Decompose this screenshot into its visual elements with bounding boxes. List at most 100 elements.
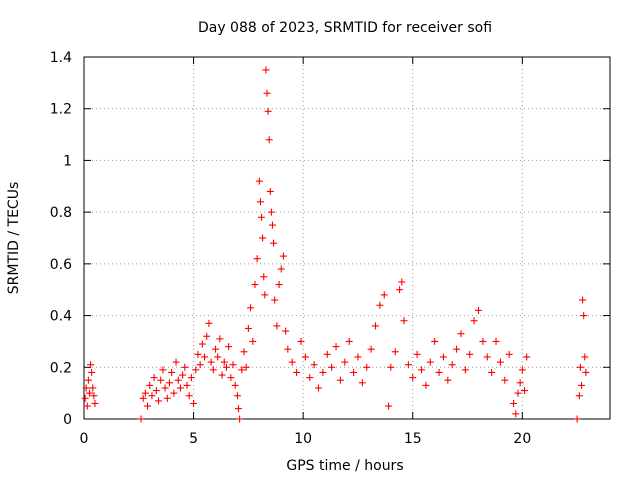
data-point xyxy=(582,368,590,376)
data-point xyxy=(265,136,273,144)
y-axis-title: SRMTID / TECUs xyxy=(6,182,22,295)
y-tick-label: 1.2 xyxy=(50,102,72,118)
chart-title: Day 088 of 2023, SRMTID for receiver sof… xyxy=(198,20,492,36)
data-point xyxy=(220,358,228,366)
data-point xyxy=(501,376,509,384)
data-point xyxy=(306,374,314,382)
data-point xyxy=(576,363,584,371)
data-point xyxy=(293,368,301,376)
data-point xyxy=(205,319,213,327)
data-points xyxy=(81,66,590,423)
data-point xyxy=(209,366,217,374)
data-point xyxy=(284,345,292,353)
plot-frame xyxy=(83,56,611,420)
data-point xyxy=(444,376,452,384)
y-tick-label: 0.2 xyxy=(50,360,72,376)
data-point xyxy=(258,213,266,221)
data-point xyxy=(319,368,327,376)
data-point xyxy=(264,107,272,115)
data-point xyxy=(301,353,309,361)
data-point xyxy=(387,363,395,371)
data-point xyxy=(256,198,264,206)
data-point xyxy=(512,410,520,418)
data-point xyxy=(380,291,388,299)
x-tick-label: 15 xyxy=(404,431,422,447)
data-point xyxy=(510,399,518,407)
data-point xyxy=(139,394,147,402)
data-point xyxy=(207,358,215,366)
data-point xyxy=(168,368,176,376)
data-point xyxy=(183,381,191,389)
data-point xyxy=(492,337,500,345)
data-point xyxy=(244,325,252,332)
data-point xyxy=(288,358,296,366)
data-point xyxy=(418,366,426,374)
data-point xyxy=(275,281,283,289)
data-point xyxy=(575,392,583,400)
data-point xyxy=(328,363,336,371)
data-point xyxy=(161,384,169,392)
data-point xyxy=(198,340,206,348)
data-point xyxy=(466,350,474,358)
data-point xyxy=(157,376,165,384)
data-point xyxy=(479,337,487,345)
data-point xyxy=(137,415,145,423)
data-point xyxy=(81,394,89,402)
data-point xyxy=(350,368,358,376)
data-point xyxy=(488,368,496,376)
data-point xyxy=(336,376,344,384)
data-point xyxy=(345,337,353,345)
data-point xyxy=(518,366,526,374)
data-point xyxy=(84,376,92,384)
data-point xyxy=(268,221,276,229)
data-point xyxy=(194,350,202,358)
data-point xyxy=(85,389,93,397)
data-point xyxy=(229,361,237,369)
data-point xyxy=(240,348,248,356)
data-point xyxy=(475,306,482,314)
data-point xyxy=(203,332,211,340)
data-point xyxy=(190,399,198,407)
data-point xyxy=(146,381,154,389)
data-point xyxy=(218,371,226,379)
data-point xyxy=(83,402,91,410)
data-point xyxy=(573,415,581,423)
data-point xyxy=(87,361,95,369)
data-point xyxy=(279,252,287,260)
data-point xyxy=(354,353,362,361)
data-point xyxy=(196,361,204,369)
data-point xyxy=(176,384,184,392)
data-point xyxy=(323,350,331,358)
data-point xyxy=(144,402,152,410)
y-tick-label: 0.8 xyxy=(50,205,72,221)
axis-ticks: 0 0.2 0.4 0.6 0.8 1 1.2 1.4 0 5 10 15 20 xyxy=(50,50,610,447)
data-point xyxy=(409,374,417,382)
data-point xyxy=(376,301,384,309)
data-point xyxy=(516,379,524,387)
data-point xyxy=(426,358,434,366)
data-point xyxy=(581,353,589,361)
data-point xyxy=(580,312,588,320)
data-point xyxy=(431,337,439,345)
data-point xyxy=(179,371,187,379)
data-point xyxy=(457,330,465,338)
data-point xyxy=(422,381,430,389)
data-point xyxy=(82,384,90,392)
y-tick-label: 0 xyxy=(63,412,72,428)
data-point xyxy=(413,350,421,358)
data-point xyxy=(185,392,193,400)
x-tick-label: 10 xyxy=(294,431,312,447)
data-point xyxy=(277,265,285,273)
data-point xyxy=(253,255,261,263)
data-point xyxy=(216,335,224,343)
data-point xyxy=(470,317,478,325)
x-tick-label: 20 xyxy=(513,431,531,447)
y-tick-label: 1.4 xyxy=(50,50,72,66)
grid xyxy=(84,57,610,419)
data-point xyxy=(391,348,399,356)
data-point xyxy=(483,353,491,361)
data-point xyxy=(404,361,412,369)
data-point xyxy=(267,208,275,216)
